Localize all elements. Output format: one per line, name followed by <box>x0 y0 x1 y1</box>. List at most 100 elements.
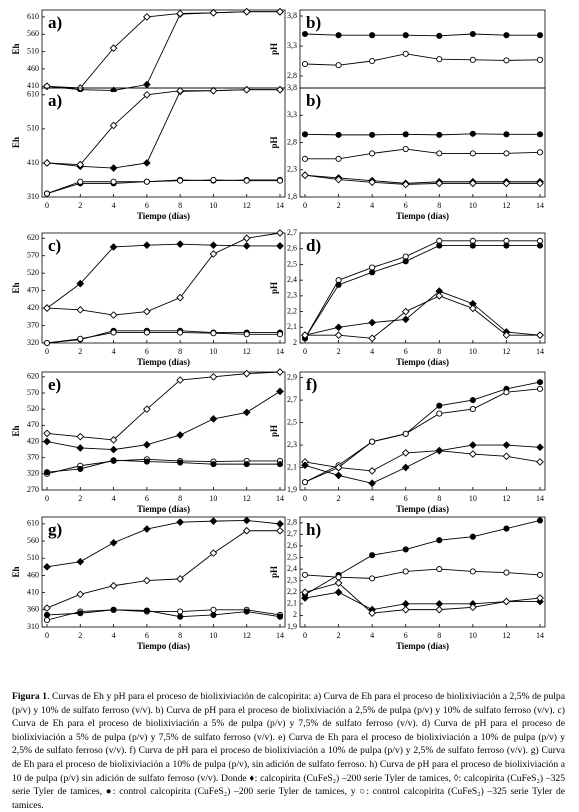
marker <box>469 533 476 540</box>
marker <box>43 611 51 619</box>
marker <box>242 516 251 525</box>
marker <box>301 331 309 339</box>
y-tick-label: 520 <box>27 268 39 277</box>
y-tick-label: 2,7 <box>287 395 297 404</box>
y-tick-label: 2 <box>293 338 297 347</box>
x-tick-label: 0 <box>45 347 49 356</box>
y-tick-label: 2,8 <box>287 518 297 527</box>
y-tick-label: 2,3 <box>287 440 297 449</box>
marker <box>177 459 184 466</box>
series-line <box>46 391 281 451</box>
marker <box>369 269 376 276</box>
y-tick-label: 2,4 <box>287 564 297 573</box>
series-line <box>46 519 281 568</box>
marker <box>77 610 84 617</box>
marker <box>469 56 476 63</box>
x-tick-label: 6 <box>145 201 149 210</box>
marker <box>536 385 544 392</box>
series-group <box>301 379 544 488</box>
marker <box>436 537 443 544</box>
marker <box>401 315 410 324</box>
y-tick-label: 2,8 <box>287 137 297 146</box>
x-tick-label: 8 <box>178 201 182 210</box>
y-tick-label: 2,8 <box>287 71 297 80</box>
marker <box>536 242 544 249</box>
panel-label: b) <box>306 91 321 110</box>
marker <box>436 32 443 39</box>
x-tick-label: 12 <box>502 347 510 356</box>
series-line <box>46 179 280 195</box>
series-line <box>304 450 541 472</box>
x-tick-label: 8 <box>178 631 182 640</box>
marker <box>276 242 284 250</box>
x-axis-title: Tiempo (días) <box>137 357 190 367</box>
marker <box>469 450 477 458</box>
x-tick-label: 2 <box>78 494 82 503</box>
x-tick-label: 6 <box>404 347 408 356</box>
x-tick-label: 2 <box>337 347 341 356</box>
x-tick-label: 14 <box>276 201 284 210</box>
x-tick-label: 14 <box>276 631 284 640</box>
marker <box>401 463 410 472</box>
x-tick-label: 14 <box>536 347 544 356</box>
marker <box>536 571 544 578</box>
marker <box>401 307 410 316</box>
marker <box>536 179 544 188</box>
marker <box>401 605 410 614</box>
series-line <box>46 11 280 91</box>
marker <box>177 613 184 620</box>
caption: Figura 1. Curvas de Eh y pH para el proc… <box>12 690 565 812</box>
x-tick-label: 6 <box>145 494 149 503</box>
panel: 410 460 510 560 610 Eh a) <box>11 7 286 92</box>
marker <box>242 7 251 16</box>
marker <box>276 520 284 528</box>
x-axis-title: Tiempo (días) <box>137 211 190 221</box>
x-tick-label: 10 <box>469 201 477 210</box>
x-tick-label: 14 <box>536 201 544 210</box>
marker <box>109 44 118 52</box>
y-tick-label: 570 <box>27 388 39 397</box>
x-tick-label: 0 <box>303 347 307 356</box>
x-tick-label: 14 <box>276 347 284 356</box>
marker <box>436 131 443 138</box>
marker <box>301 461 309 470</box>
marker <box>143 440 151 449</box>
x-tick-label: 10 <box>469 494 477 503</box>
marker <box>209 549 218 557</box>
x-tick-label: 12 <box>243 631 251 640</box>
x-tick-label: 10 <box>209 347 217 356</box>
marker <box>110 329 117 336</box>
x-tick-label: 10 <box>209 201 217 210</box>
series-line <box>46 11 280 89</box>
marker <box>43 437 51 446</box>
marker <box>402 50 409 57</box>
y-tick-label: 2,5 <box>287 552 297 561</box>
panel: 2,8 3,3 3,8 pH b) <box>269 9 546 89</box>
y-tick-label: 270 <box>27 485 39 494</box>
marker <box>536 331 544 339</box>
marker <box>276 526 284 535</box>
marker <box>143 178 150 185</box>
y-axis-title: pH <box>269 425 279 437</box>
x-axis-title: Tiempo (días) <box>396 641 449 651</box>
y-axis-title: Eh <box>11 43 21 54</box>
marker <box>109 538 118 547</box>
marker <box>243 461 250 468</box>
marker <box>435 179 444 188</box>
marker <box>469 406 476 413</box>
marker <box>469 242 476 249</box>
marker <box>301 131 309 138</box>
marker <box>242 369 251 378</box>
plot-frame <box>41 87 286 198</box>
series-group <box>43 368 284 477</box>
x-tick-label: 14 <box>276 494 284 503</box>
x-axis-title: Tiempo (días) <box>137 641 190 651</box>
x-tick-label: 8 <box>437 201 441 210</box>
series-group <box>301 30 544 69</box>
marker <box>43 190 51 197</box>
y-tick-label: 320 <box>27 469 39 478</box>
marker <box>469 150 476 157</box>
marker <box>276 331 284 338</box>
marker <box>402 32 409 39</box>
x-tick-label: 2 <box>337 201 341 210</box>
